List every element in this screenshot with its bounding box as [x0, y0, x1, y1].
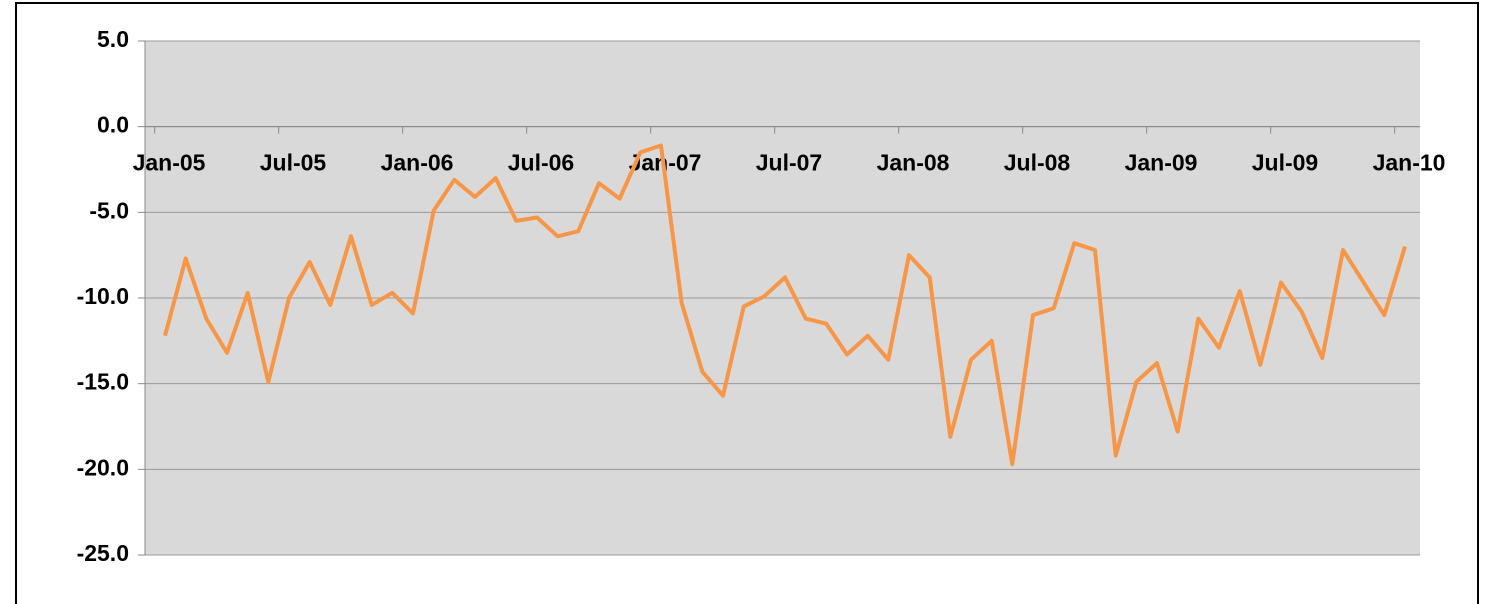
- x-tick-label: Jul-06: [508, 150, 574, 176]
- y-tick-label: -20.0: [77, 454, 129, 480]
- y-tick-label: -25.0: [77, 540, 129, 566]
- line-series: [163, 143, 1407, 467]
- y-tick-label: -15.0: [77, 369, 129, 395]
- y-tick-label: -5.0: [89, 197, 129, 223]
- y-tick-label: -10.0: [77, 283, 129, 309]
- x-tick-label: Jul-05: [260, 150, 327, 176]
- x-tick-label: Jul-07: [756, 150, 822, 176]
- x-tick-label: Jan-06: [381, 150, 454, 176]
- x-tick-label: Jan-09: [1125, 150, 1198, 176]
- x-tick-label: Jan-08: [877, 150, 950, 176]
- x-tick-label: Jul-09: [1252, 150, 1318, 176]
- x-tick-label: Jan-05: [133, 150, 206, 176]
- y-tick-label: 5.0: [97, 26, 129, 52]
- y-tick-label: 0.0: [97, 112, 129, 138]
- x-tick-label: Jul-08: [1004, 150, 1071, 176]
- x-tick-label: Jan-10: [1373, 150, 1446, 176]
